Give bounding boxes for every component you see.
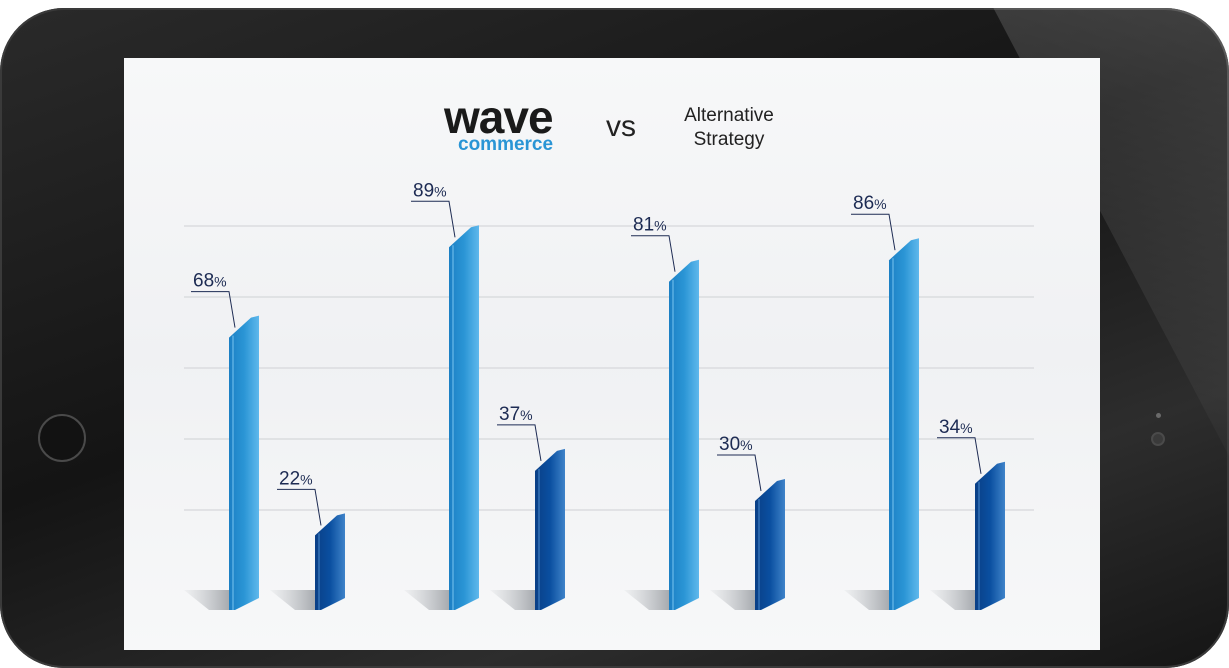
data-label: 34%	[939, 417, 973, 438]
data-label-unit: %	[300, 471, 312, 487]
bar-shadow	[624, 590, 669, 610]
bar-alternative-strategy	[315, 513, 345, 610]
bar-shadow	[270, 590, 315, 610]
data-label: 30%	[719, 434, 753, 455]
data-label: 37%	[499, 404, 533, 425]
bar-alternative-strategy	[535, 448, 565, 610]
data-label: 81%	[633, 215, 667, 236]
label-leader	[631, 235, 676, 272]
data-labels: 68% 89% 81% 86% 22% 37% 30% 34%	[191, 180, 982, 526]
proximity-sensor	[1156, 413, 1161, 418]
data-label-unit: %	[874, 196, 886, 212]
data-label-unit: %	[960, 420, 972, 436]
bar-wave-commerce	[449, 225, 479, 611]
bar-alternative-strategy	[975, 461, 1005, 610]
bar-wave-commerce	[889, 238, 919, 610]
bar-wave-commerce	[669, 259, 699, 610]
tablet-screen: wave commerce vs Alternative Strategy 68…	[124, 58, 1100, 650]
camera-icon	[1151, 432, 1165, 446]
bar-shadow	[710, 590, 755, 610]
bar-alternative-strategy	[755, 479, 785, 610]
bar-shadow	[404, 590, 449, 610]
label-leader	[411, 200, 456, 238]
data-label-unit: %	[520, 407, 532, 423]
bar-shadow	[490, 590, 535, 610]
bar-wave-commerce	[229, 315, 259, 610]
label-leader	[277, 488, 322, 526]
vs-label: vs	[606, 110, 636, 143]
chart-header: wave commerce vs Alternative Strategy	[124, 58, 1100, 168]
data-label: 89%	[413, 180, 447, 201]
label-leader	[191, 291, 236, 328]
data-label-unit: %	[434, 183, 446, 199]
wave-commerce-logo: wave commerce	[444, 92, 584, 156]
alt-line-1: Alternative	[684, 105, 774, 126]
data-label-unit: %	[654, 218, 666, 234]
logo-wordmark: wave	[444, 91, 554, 143]
label-leader	[851, 213, 896, 251]
logo-subtitle: commerce	[458, 134, 554, 155]
bar-chart: 68% 89% 81% 86% 22% 37% 30% 34%	[184, 180, 1034, 611]
alt-line-2: Strategy	[693, 129, 765, 150]
label-leader	[717, 454, 762, 492]
data-label-unit: %	[740, 437, 752, 453]
bar-shadow	[184, 590, 229, 610]
label-leader	[937, 437, 982, 474]
bars	[184, 225, 1005, 611]
data-label-unit: %	[214, 274, 226, 290]
data-label: 68%	[193, 271, 227, 292]
alternative-strategy-label: Alternative Strategy	[664, 104, 794, 152]
bar-shadow	[844, 590, 889, 610]
label-leader	[497, 424, 542, 461]
data-label: 22%	[279, 468, 313, 489]
bar-shadow	[930, 590, 975, 610]
home-button[interactable]	[38, 414, 86, 462]
data-label: 86%	[853, 193, 887, 214]
